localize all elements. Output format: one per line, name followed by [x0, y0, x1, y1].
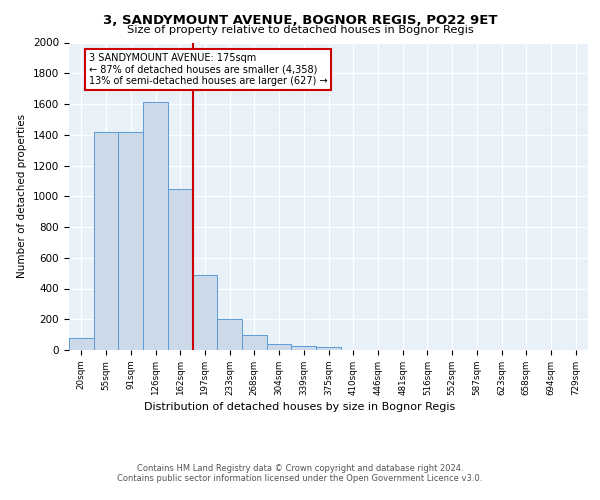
Bar [242, 334, 267, 350]
Bar [94, 132, 118, 350]
Bar [292, 346, 316, 350]
Y-axis label: Number of detached properties: Number of detached properties [17, 114, 28, 278]
Text: Distribution of detached houses by size in Bognor Regis: Distribution of detached houses by size … [145, 402, 455, 412]
Text: Contains HM Land Registry data © Crown copyright and database right 2024.
Contai: Contains HM Land Registry data © Crown c… [118, 464, 482, 483]
Bar [316, 347, 341, 350]
Bar [168, 188, 193, 350]
Bar [267, 344, 292, 350]
Text: 3 SANDYMOUNT AVENUE: 175sqm
← 87% of detached houses are smaller (4,358)
13% of : 3 SANDYMOUNT AVENUE: 175sqm ← 87% of det… [89, 54, 328, 86]
Text: Size of property relative to detached houses in Bognor Regis: Size of property relative to detached ho… [127, 25, 473, 35]
Bar [118, 132, 143, 350]
Bar [217, 320, 242, 350]
Bar [69, 338, 94, 350]
Text: 3, SANDYMOUNT AVENUE, BOGNOR REGIS, PO22 9ET: 3, SANDYMOUNT AVENUE, BOGNOR REGIS, PO22… [103, 14, 497, 27]
Bar [143, 102, 168, 350]
Bar [193, 274, 217, 350]
